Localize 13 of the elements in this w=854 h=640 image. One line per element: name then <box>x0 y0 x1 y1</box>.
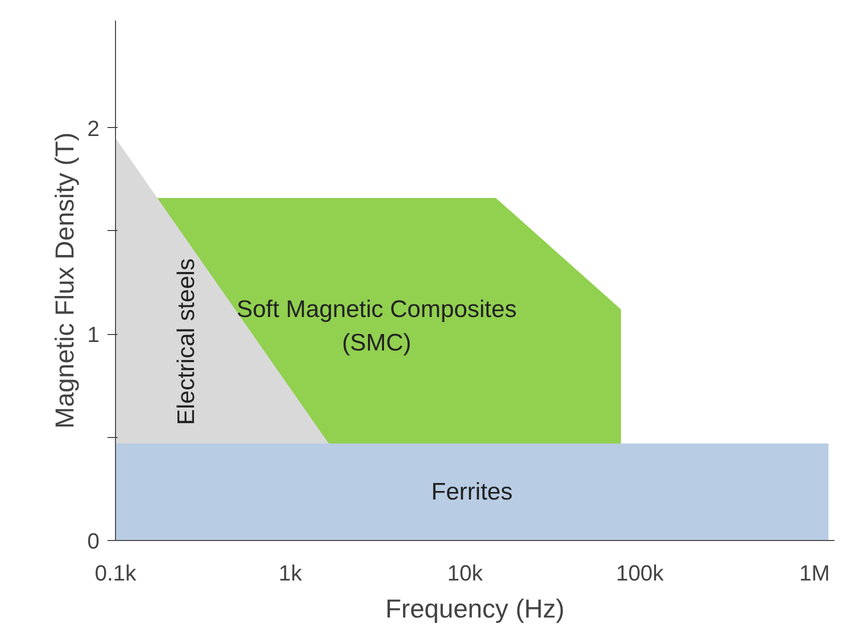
x-tick-label: 100k <box>616 560 665 586</box>
series-label: Electrical steels <box>173 258 200 426</box>
x-axis-title: Frequency (Hz) <box>385 594 565 624</box>
x-tick-label: 10k <box>447 560 484 586</box>
series-label: Soft Magnetic Composites (SMC) <box>236 296 517 357</box>
series-label: Ferrites <box>431 478 513 506</box>
x-tick-label: 1M <box>799 560 830 586</box>
y-axis-title: Magnetic Flux Density (T) <box>49 132 80 429</box>
y-tick-label: 2 <box>87 116 100 141</box>
y-tick-label: 1 <box>87 322 100 348</box>
y-tick-label: 0 <box>87 528 100 554</box>
x-tick-label: 0.1k <box>94 560 138 586</box>
x-tick-label: 1k <box>278 560 303 586</box>
